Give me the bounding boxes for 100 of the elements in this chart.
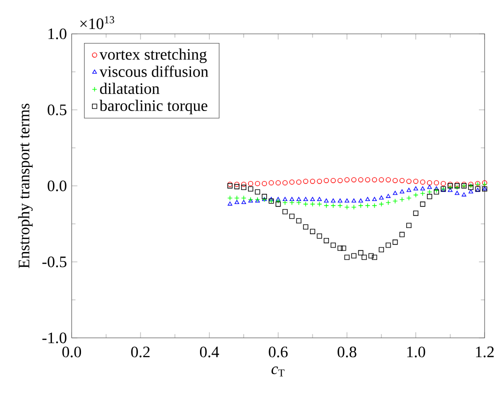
- point: [234, 182, 240, 187]
- point: [316, 233, 322, 238]
- point: [330, 242, 336, 248]
- point: [392, 198, 398, 204]
- point: [378, 201, 384, 207]
- point: [386, 200, 391, 206]
- point: [400, 189, 404, 194]
- point: [351, 204, 356, 210]
- x-tick-label: 0.6: [268, 346, 288, 358]
- point: [262, 194, 267, 199]
- point: [392, 239, 398, 245]
- x-axis-title: c$_{T}$: [272, 366, 284, 376]
- point: [310, 228, 316, 234]
- point: [303, 196, 308, 201]
- point: [228, 201, 232, 206]
- point: [282, 180, 288, 186]
- x-tick-label: 1.2: [476, 346, 494, 358]
- point: [330, 202, 336, 208]
- legend-label: baroclinic torque: [99, 100, 208, 114]
- point: [303, 178, 308, 184]
- point: [414, 186, 418, 190]
- point: [324, 178, 329, 184]
- point: [420, 179, 426, 185]
- point: [310, 201, 316, 207]
- point: [317, 196, 322, 201]
- point: [276, 201, 281, 207]
- x-tick-label: 0.2: [131, 346, 150, 358]
- point: [276, 180, 281, 186]
- point: [344, 254, 350, 260]
- point: [426, 194, 432, 199]
- point: [406, 195, 412, 200]
- point: [289, 214, 295, 219]
- point: [268, 180, 274, 186]
- point: [372, 202, 378, 208]
- point: [358, 250, 364, 256]
- point: [420, 186, 425, 190]
- point: [254, 180, 260, 186]
- point: [420, 190, 426, 196]
- point: [289, 200, 295, 206]
- point: [262, 180, 267, 186]
- point: [454, 190, 460, 195]
- legend-label: viscous diffusion: [99, 65, 208, 77]
- point: [303, 224, 308, 230]
- point: [330, 198, 336, 202]
- point: [392, 190, 398, 195]
- point: [234, 195, 240, 200]
- legend-label: dilatation: [100, 82, 160, 94]
- y-tick-label: 0.0: [48, 180, 66, 192]
- point: [358, 177, 364, 182]
- point: [248, 180, 254, 186]
- point: [406, 188, 412, 192]
- point: [276, 196, 280, 201]
- point: [241, 195, 246, 200]
- point: [413, 192, 418, 198]
- point: [368, 253, 374, 258]
- point: [241, 184, 246, 190]
- point: [379, 195, 384, 200]
- y-tick-label: 0.5: [48, 104, 66, 116]
- point: [248, 186, 254, 192]
- y-tick-label: 1.0: [48, 28, 66, 40]
- x-tick-label: 0.4: [200, 346, 220, 358]
- point: [399, 196, 405, 202]
- point: [296, 200, 302, 206]
- point: [372, 254, 378, 260]
- point: [440, 180, 446, 186]
- point: [420, 201, 426, 207]
- point: [426, 189, 432, 194]
- point: [296, 218, 302, 224]
- y-tick-label: -0.5: [42, 256, 66, 268]
- point: [413, 178, 418, 184]
- point: [338, 178, 343, 184]
- point: [241, 182, 246, 187]
- point: [324, 202, 329, 208]
- point: [282, 196, 288, 201]
- point: [296, 196, 302, 201]
- y-axis-title: Enstrophy transport terms: [18, 104, 33, 268]
- point: [276, 198, 281, 204]
- point: [234, 200, 240, 204]
- point: [378, 177, 384, 182]
- point: [462, 192, 466, 196]
- point: [413, 210, 418, 216]
- point: [351, 177, 356, 182]
- point: [399, 178, 405, 184]
- point: [344, 177, 350, 182]
- point: [324, 238, 329, 244]
- point: [316, 201, 322, 207]
- point: [372, 177, 378, 182]
- point: [338, 245, 343, 251]
- point: [434, 180, 440, 186]
- point: [406, 178, 412, 184]
- point: [352, 198, 356, 202]
- point: [358, 198, 364, 202]
- legend-label: vortex stretching: [99, 48, 207, 63]
- point: [316, 178, 322, 184]
- x-tick-label: 0.8: [338, 346, 356, 358]
- point: [468, 189, 474, 194]
- point: [351, 253, 356, 258]
- point: [227, 195, 233, 200]
- point: [386, 242, 391, 248]
- point: [330, 178, 336, 184]
